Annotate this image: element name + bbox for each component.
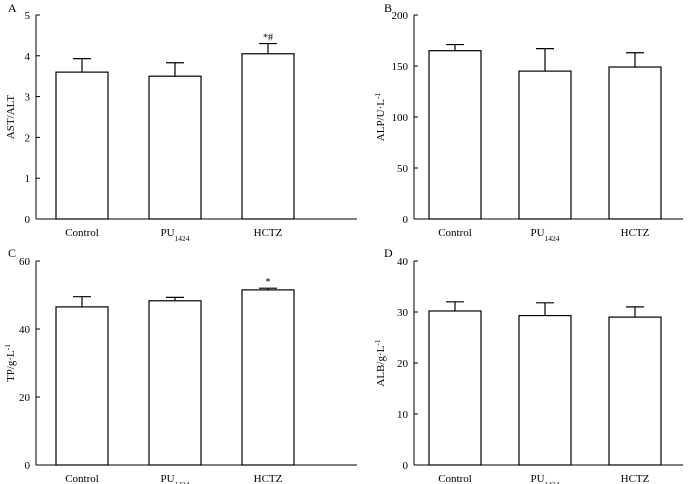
- y-axis-label: AST/ALT: [5, 95, 17, 139]
- chart-panel-c: C 0 20 40 60 TP/g·L-1 Control PU1424 * HCTZ: [3, 246, 357, 484]
- y-tick-label: 0: [403, 214, 409, 226]
- x-tick-label: HCTZ: [621, 227, 650, 239]
- y-tick-label: 4: [25, 51, 31, 63]
- x-tick-label: Control: [438, 473, 472, 484]
- x-tick-label: Control: [438, 227, 472, 239]
- x-tick-label: PU1424: [160, 227, 189, 243]
- x-tick-label: PU1424: [530, 227, 559, 243]
- y-tick-label: 30: [397, 307, 409, 319]
- y-tick-label: 200: [392, 10, 409, 22]
- chart-panel-a: A 0 1 2 3 4 5 AST/ALT Control PU1424 *# HCTZ: [5, 1, 357, 243]
- y-tick-label: 1: [25, 173, 31, 185]
- x-tick-label-subscript: 1424: [175, 480, 190, 484]
- bar-control: [428, 310, 482, 466]
- bar-control: [55, 71, 109, 220]
- y-tick-label: 150: [392, 61, 409, 73]
- x-tick-label-subscript: 1424: [175, 234, 190, 243]
- y-tick-label: 0: [25, 460, 31, 472]
- x-tick-label: HCTZ: [621, 473, 650, 484]
- bar-control: [55, 306, 109, 466]
- y-tick-label: 40: [397, 256, 409, 268]
- bar-hctz: [608, 66, 662, 220]
- x-tick-label-subscript: 1424: [545, 480, 560, 484]
- bar-pu: [518, 70, 572, 220]
- y-axis-label-superscript: -1: [373, 339, 382, 345]
- bar-hctz: [241, 53, 295, 220]
- y-tick-label: 0: [403, 460, 409, 472]
- y-tick-label: 3: [25, 92, 31, 104]
- chart-panel-d: D 0 10 20 30 40 ALB/g·L-1 Control PU1424 HCTZ: [373, 246, 683, 484]
- y-tick-label: 50: [397, 163, 409, 175]
- y-tick-label: 10: [397, 409, 409, 421]
- x-tick-label: HCTZ: [254, 473, 283, 484]
- y-tick-label: 20: [397, 358, 409, 370]
- bar-hctz: [241, 289, 295, 466]
- x-tick-label: HCTZ: [254, 227, 283, 239]
- y-tick-label: 40: [19, 324, 31, 336]
- chart-panel-b: B 0 50 100 150 200 ALP/U·L-1 Control PU1424 HCTZ: [373, 1, 683, 243]
- significance-label: *: [266, 277, 271, 288]
- x-tick-label: PU1424: [530, 473, 559, 484]
- bar-pu: [518, 314, 572, 466]
- panel-label: A: [8, 1, 17, 15]
- y-tick-label: 20: [19, 392, 31, 404]
- y-axis-label: ALB/g·L-1: [373, 339, 388, 386]
- y-tick-label: 5: [25, 10, 31, 22]
- y-tick-label: 60: [19, 256, 31, 268]
- y-tick-label: 100: [392, 112, 409, 124]
- panel-label: B: [384, 1, 392, 15]
- panel-label: D: [384, 246, 393, 260]
- x-tick-label-subscript: 1424: [545, 234, 560, 243]
- panel-label: C: [8, 246, 16, 260]
- x-tick-label: Control: [65, 473, 99, 484]
- bar-hctz: [608, 316, 662, 466]
- y-tick-label: 0: [25, 214, 31, 226]
- bar-pu: [148, 300, 202, 466]
- y-axis-label: ALP/U·L-1: [373, 93, 388, 142]
- bar-pu: [148, 75, 202, 220]
- significance-label: *#: [263, 33, 273, 44]
- y-axis-label-superscript: -1: [3, 344, 12, 350]
- x-tick-label: PU1424: [160, 473, 189, 484]
- y-axis-label: TP/g·L-1: [3, 344, 18, 382]
- y-axis-label-superscript: -1: [373, 93, 382, 99]
- x-tick-label: Control: [65, 227, 99, 239]
- bar-control: [428, 50, 482, 220]
- y-tick-label: 2: [25, 132, 31, 144]
